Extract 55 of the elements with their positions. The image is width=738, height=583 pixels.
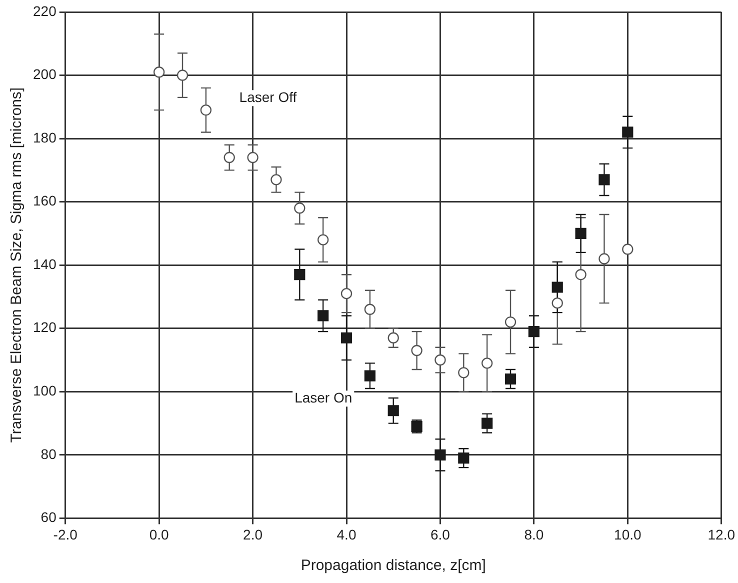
x-tick-label: 0.0 [149,526,170,542]
y-tick-label: 140 [33,256,57,272]
point [340,332,352,344]
point [575,268,586,280]
y-tick-label: 220 [33,2,57,19]
point [552,297,563,309]
point [224,152,235,164]
point [458,367,470,378]
y-tick-label: 200 [33,66,57,82]
x-tick-label: -2.0 [53,526,78,542]
point [552,282,563,293]
y-tick-label: 100 [33,382,57,399]
point [364,304,376,315]
x-axis-title: Propagation distance, z[cm] [300,557,486,574]
point [504,373,516,385]
point [200,104,212,116]
y-tick-label: 180 [33,129,57,146]
series-label: Laser On [294,389,352,406]
y-axis-title: Transverse Electron Beam Size, Sigma rms [microns] [8,87,26,443]
point [528,326,540,338]
x-tick-label: 10.0 [614,526,642,542]
point [364,370,376,382]
point [270,174,282,186]
y-tick-label: 60 [40,509,57,526]
point [294,202,306,214]
point [504,316,516,328]
x-tick-label: 8.0 [524,526,544,542]
x-tick-label: 12.0 [708,526,736,542]
point [247,152,258,164]
point [434,449,446,460]
x-tick-label: 6.0 [430,526,450,542]
point [388,332,399,344]
point [458,452,470,464]
point [434,354,446,366]
point [482,418,493,429]
point [622,244,634,255]
y-tick-label: 160 [33,192,57,209]
point [622,126,634,138]
point [294,269,306,280]
point [481,358,493,369]
point [411,344,422,356]
x-tick-label: 2.0 [243,526,263,542]
x-tick-label: 4.0 [336,526,356,542]
point [153,66,165,78]
y-tick-label: 80 [40,446,57,462]
y-tick-label: 120 [33,319,57,336]
point [388,405,399,416]
point [598,253,610,264]
point [317,234,329,246]
point [318,310,329,322]
point [575,228,586,240]
point [598,174,610,186]
point [340,288,352,300]
text: Laser Off [239,88,297,105]
point [176,70,188,81]
